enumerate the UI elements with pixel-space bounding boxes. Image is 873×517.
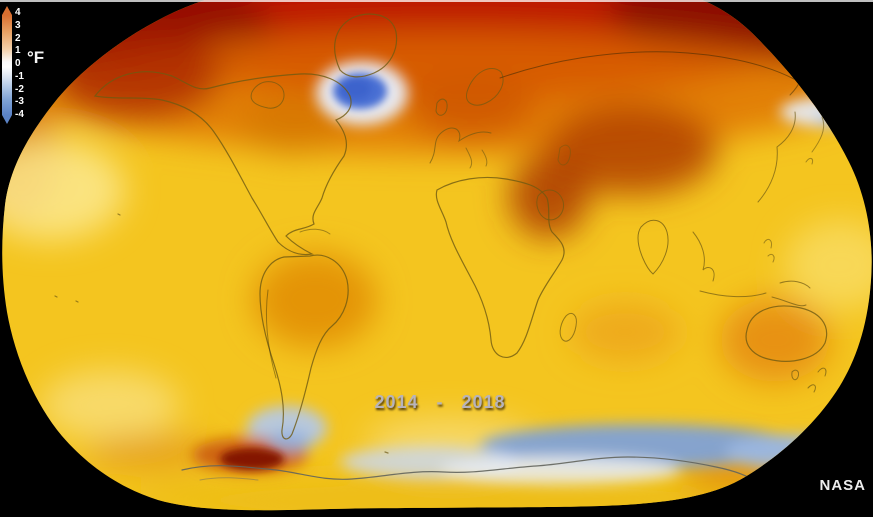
coastline-path (334, 13, 398, 78)
legend-tick-label: -4 (15, 109, 24, 120)
coastline-path (465, 147, 488, 169)
coastline-path (259, 254, 349, 440)
temperature-anomaly-blob (570, 302, 680, 362)
coastline-path (699, 290, 807, 307)
coastline-path (757, 111, 796, 203)
coastline-path (299, 228, 331, 235)
coastline-path (435, 176, 565, 358)
coastline-path (466, 68, 504, 106)
coastline-path (536, 189, 565, 221)
legend-gradient-bar (2, 15, 12, 115)
legend-arrow-down-icon (2, 115, 12, 124)
coastline-path (557, 144, 571, 166)
coastline-path (559, 312, 577, 342)
coastline-path (181, 456, 759, 484)
coastline-path (745, 305, 828, 362)
coastline-path (54, 213, 389, 454)
coastline-path (807, 367, 827, 393)
coastline-path (779, 280, 811, 289)
top-progress-line (0, 0, 873, 2)
temperature-anomaly-blob (220, 448, 284, 470)
temperature-anomaly-blob (780, 97, 872, 127)
coastline-path (429, 127, 492, 164)
coastline-path (805, 116, 825, 165)
temperature-anomaly-blob (725, 434, 865, 470)
temperature-anomaly-blob (253, 252, 377, 348)
temperature-anomaly-blob (785, 220, 872, 310)
legend-unit-label: °F (27, 48, 45, 67)
coastline-path (637, 219, 669, 275)
coastline-path (250, 81, 285, 109)
nasa-credit: NASA (819, 477, 866, 494)
temperature-anomaly-blob (50, 30, 220, 120)
temperature-anomaly-blob (240, 98, 344, 154)
coastline-path (763, 238, 775, 263)
temperature-anomaly-blob (130, 474, 790, 511)
temperature-legend: 4 3 2 1 0 -1 -2 -3 -4 (2, 6, 24, 124)
temperature-anomaly-blob (85, 434, 215, 470)
temperature-anomaly-blob (440, 456, 680, 484)
temperature-anomaly-blob (340, 78, 372, 100)
coastline-path (265, 289, 277, 379)
legend-color-bar (2, 6, 12, 124)
legend-tick-label: -3 (15, 96, 24, 108)
legend-tick-label: 1 (15, 45, 21, 57)
legend-tick-label: 4 (15, 7, 21, 18)
period-label: 2014 - 2018 (374, 392, 506, 412)
coastline-path (199, 477, 259, 481)
temperature-anomaly-blob (410, 72, 534, 140)
temperature-anomaly-blob (547, 105, 717, 195)
coastline-path (435, 98, 448, 116)
legend-tick-label: -2 (15, 83, 24, 95)
temperature-anomaly-blob (720, 298, 830, 382)
legend-tick-label: 0 (15, 58, 21, 69)
coastline-path (93, 71, 352, 256)
temperature-anomaly-blob (268, 430, 312, 452)
temperature-anomaly-blob (509, 154, 589, 238)
coastline-path (499, 51, 797, 81)
legend-tick-labels: 4 3 2 1 0 -1 -2 -3 -4 (15, 8, 24, 120)
legend-tick-label: 3 (15, 19, 21, 31)
legend-arrow-up-icon (2, 6, 12, 15)
legend-tick-label: 2 (15, 32, 21, 44)
coastline-path (692, 231, 715, 282)
legend-tick-label: -1 (15, 70, 24, 82)
temperature-anomaly-blob (40, 370, 180, 440)
coastline-path (791, 369, 799, 381)
